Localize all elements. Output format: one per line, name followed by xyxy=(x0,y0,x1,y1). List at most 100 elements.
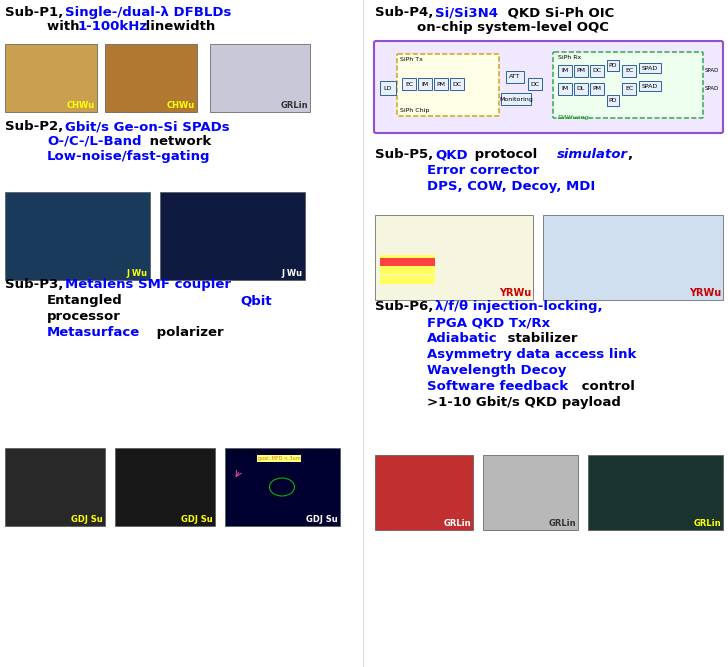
Text: J Wu: J Wu xyxy=(282,269,303,278)
Bar xyxy=(5,448,105,526)
Bar xyxy=(434,78,448,90)
Bar xyxy=(5,192,150,280)
Text: Entangled: Entangled xyxy=(47,294,123,307)
Text: O-/C-/L-Band: O-/C-/L-Band xyxy=(47,135,141,148)
Text: LD: LD xyxy=(384,85,392,91)
Text: J Wu: J Wu xyxy=(127,269,148,278)
FancyBboxPatch shape xyxy=(397,54,499,116)
Text: EC: EC xyxy=(625,87,633,91)
Bar xyxy=(105,44,197,112)
Text: PM: PM xyxy=(593,87,601,91)
Bar xyxy=(225,448,340,526)
Bar xyxy=(375,455,473,530)
Bar xyxy=(375,215,533,300)
Text: Single-/dual-λ DFBLDs: Single-/dual-λ DFBLDs xyxy=(65,6,232,19)
Bar xyxy=(607,95,619,106)
Text: Sub-P1,: Sub-P1, xyxy=(5,6,63,19)
Bar xyxy=(590,65,604,77)
Bar xyxy=(639,63,661,73)
Text: GRLin: GRLin xyxy=(693,519,721,528)
Text: IM: IM xyxy=(422,81,429,87)
Text: Asymmetry data access link: Asymmetry data access link xyxy=(427,348,636,361)
Text: Sub-P3,: Sub-P3, xyxy=(5,278,63,291)
Text: GRLin: GRLin xyxy=(280,101,308,110)
Text: Monitoring: Monitoring xyxy=(499,97,533,101)
Bar xyxy=(380,255,435,264)
Text: on-chip system-level OQC: on-chip system-level OQC xyxy=(417,21,609,34)
FancyBboxPatch shape xyxy=(374,41,723,133)
Bar xyxy=(380,258,435,266)
Text: stabilizer: stabilizer xyxy=(503,332,577,345)
Text: PD: PD xyxy=(609,63,617,68)
Bar xyxy=(115,448,215,526)
Text: control: control xyxy=(577,380,635,393)
Text: λ/f/θ injection-locking,: λ/f/θ injection-locking, xyxy=(435,300,603,313)
Text: GDJ Su: GDJ Su xyxy=(71,515,103,524)
Text: with: with xyxy=(47,20,84,33)
Text: EC: EC xyxy=(405,81,413,87)
Text: Sub-P4,: Sub-P4, xyxy=(375,6,433,19)
Bar xyxy=(380,265,435,274)
Text: Error corrector: Error corrector xyxy=(427,164,539,177)
Text: SPAD: SPAD xyxy=(705,68,719,73)
Text: DL: DL xyxy=(577,87,585,91)
Text: PM: PM xyxy=(437,81,446,87)
Text: QKD Si-Ph OIC: QKD Si-Ph OIC xyxy=(503,6,614,19)
Bar xyxy=(418,78,432,90)
Text: SPAD: SPAD xyxy=(705,86,719,91)
Text: GDJ Su: GDJ Su xyxy=(181,515,213,524)
Bar xyxy=(590,83,604,95)
Text: DWHuang: DWHuang xyxy=(558,115,590,120)
Text: YRWu: YRWu xyxy=(499,288,531,298)
Bar xyxy=(501,93,531,105)
Bar xyxy=(558,65,572,77)
Text: YRWu: YRWu xyxy=(689,288,721,298)
Text: SiPh Rx: SiPh Rx xyxy=(558,55,581,60)
Text: ,: , xyxy=(627,148,632,161)
Bar xyxy=(574,65,588,77)
Bar xyxy=(450,78,464,90)
Bar xyxy=(543,215,723,300)
Text: FPGA QKD Tx/Rx: FPGA QKD Tx/Rx xyxy=(427,316,550,329)
Bar xyxy=(558,83,572,95)
Text: SiPh Chip: SiPh Chip xyxy=(400,108,430,113)
Bar xyxy=(622,83,636,95)
Text: CHWu: CHWu xyxy=(67,101,95,110)
Bar xyxy=(607,60,619,71)
Bar xyxy=(622,65,636,77)
Text: PD: PD xyxy=(609,98,617,103)
Bar xyxy=(380,81,396,95)
Text: SPAD: SPAD xyxy=(642,83,658,89)
Text: Adiabatic: Adiabatic xyxy=(427,332,498,345)
Text: Sub-P6,: Sub-P6, xyxy=(375,300,433,313)
Text: goal: MFD < 3um: goal: MFD < 3um xyxy=(258,456,301,461)
Text: 1-100kHz: 1-100kHz xyxy=(78,20,148,33)
Bar xyxy=(483,455,578,530)
Bar xyxy=(402,78,416,90)
Text: Qbit: Qbit xyxy=(240,294,272,307)
Text: >1-10 Gbit/s QKD payload: >1-10 Gbit/s QKD payload xyxy=(427,396,621,409)
Text: processor: processor xyxy=(47,310,121,323)
Text: Software feedback: Software feedback xyxy=(427,380,568,393)
Text: PM: PM xyxy=(577,69,585,73)
Bar xyxy=(574,83,588,95)
Bar xyxy=(506,71,524,83)
Text: EC: EC xyxy=(625,69,633,73)
Text: GRLin: GRLin xyxy=(443,519,471,528)
Bar xyxy=(5,44,97,112)
Text: Sub-P5,: Sub-P5, xyxy=(375,148,433,161)
Text: DC: DC xyxy=(593,69,601,73)
Text: Wavelength Decoy: Wavelength Decoy xyxy=(427,364,566,377)
Bar xyxy=(210,44,310,112)
Text: DPS, COW, Decoy, MDI: DPS, COW, Decoy, MDI xyxy=(427,180,596,193)
Text: GRLin: GRLin xyxy=(548,519,576,528)
Bar xyxy=(639,81,661,91)
Text: Metalens SMF coupler: Metalens SMF coupler xyxy=(65,278,231,291)
Bar xyxy=(380,275,435,284)
Text: IM: IM xyxy=(561,87,569,91)
Text: Si/Si3N4: Si/Si3N4 xyxy=(435,6,498,19)
Text: Gbit/s Ge-on-Si SPADs: Gbit/s Ge-on-Si SPADs xyxy=(65,120,229,133)
Text: CHWu: CHWu xyxy=(167,101,195,110)
Text: network: network xyxy=(145,135,211,148)
Text: Metasurface: Metasurface xyxy=(47,326,141,339)
